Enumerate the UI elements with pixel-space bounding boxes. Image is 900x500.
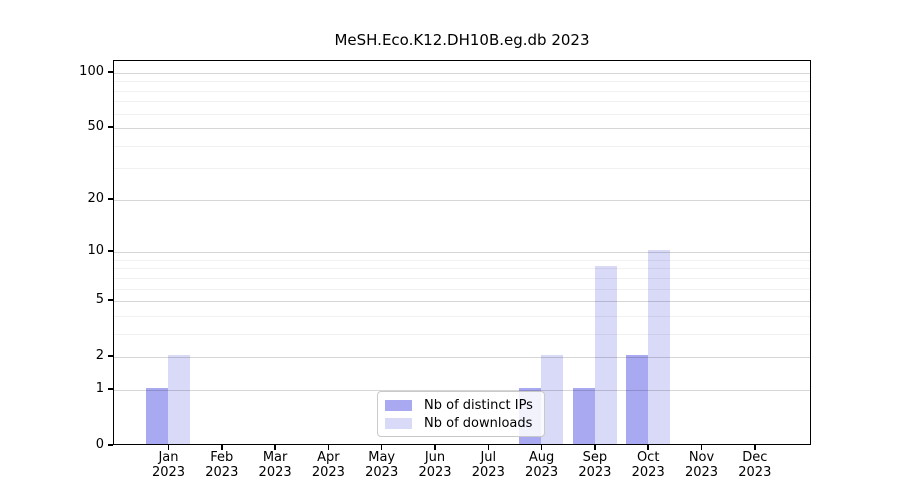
gridline-y-40 <box>114 145 810 147</box>
y-tick-label-100: 100 <box>79 63 104 79</box>
legend-label-downloads: Nb of downloads <box>424 415 533 431</box>
x-tick-mark-feb <box>221 445 223 450</box>
x-tick-year: 2023 <box>258 464 292 480</box>
x-tick-label-may: May 2023 <box>350 450 414 480</box>
x-tick-mark-mar <box>274 445 276 450</box>
y-tick-mark-10 <box>108 250 113 252</box>
gridline-y-90 <box>114 81 810 83</box>
x-tick-year: 2023 <box>311 464 345 480</box>
x-tick-year: 2023 <box>365 464 399 480</box>
legend-item-downloads: Nb of downloads <box>385 416 544 431</box>
x-tick-mark-nov <box>700 445 703 450</box>
x-tick-label-nov: Nov 2023 <box>670 450 734 480</box>
x-tick-label-apr: Apr 2023 <box>296 450 360 480</box>
gridline-y-50 <box>114 128 810 130</box>
y-tick-mark-20 <box>108 198 113 200</box>
y-tick-mark-5 <box>108 299 113 301</box>
x-tick-label-jun: Jun 2023 <box>403 450 467 480</box>
x-tick-mark-jan <box>167 445 170 450</box>
x-tick-label-jul: Jul 2023 <box>456 450 520 480</box>
gridline-y-3 <box>114 333 810 335</box>
bar-downloads-aug <box>541 355 564 444</box>
gridline-y-10 <box>114 252 810 254</box>
x-tick-year: 2023 <box>151 464 186 480</box>
x-tick-month: Jul <box>480 450 497 465</box>
chart-title: MeSH.Eco.K12.DH10B.eg.db 2023 <box>334 31 590 49</box>
bar-distinct-ips-sep <box>572 387 595 444</box>
bar-downloads-oct <box>647 250 670 444</box>
x-tick-month: Apr <box>317 450 340 465</box>
y-tick-mark-1 <box>108 388 113 390</box>
x-tick-year: 2023 <box>578 464 612 480</box>
x-tick-mark-may <box>380 445 383 450</box>
gridline-y-30 <box>114 168 810 170</box>
x-tick-label-mar: Mar 2023 <box>243 450 307 480</box>
x-tick-label-oct: Oct 2023 <box>616 450 680 480</box>
x-tick-year: 2023 <box>684 464 719 480</box>
legend-label-distinct-ips: Nb of distinct IPs <box>424 397 533 413</box>
x-tick-month: Jun <box>424 450 446 465</box>
gridline-y-80 <box>114 90 810 92</box>
gridline-y-2 <box>114 357 810 359</box>
x-tick-month: Jan <box>158 450 179 465</box>
x-tick-mark-jul <box>487 445 490 450</box>
bar-distinct-ips-oct <box>625 355 648 444</box>
gridline-y-5 <box>114 301 810 303</box>
gridline-y-70 <box>114 101 810 103</box>
y-tick-label-50: 50 <box>87 119 104 135</box>
x-tick-label-sep: Sep 2023 <box>563 450 627 480</box>
gridline-y-8 <box>114 268 810 270</box>
x-tick-month: Feb <box>210 450 234 465</box>
x-tick-year: 2023 <box>525 464 559 480</box>
legend: Nb of distinct IPs Nb of downloads <box>377 391 545 437</box>
y-tick-label-20: 20 <box>87 190 104 206</box>
x-tick-year: 2023 <box>418 464 452 480</box>
gridline-y-100 <box>114 72 810 74</box>
x-tick-month: Dec <box>742 450 768 465</box>
y-tick-mark-0 <box>108 444 113 446</box>
y-tick-mark-50 <box>108 126 113 128</box>
x-tick-month: Nov <box>688 450 715 465</box>
x-tick-month: Sep <box>582 450 608 465</box>
y-tick-mark-100 <box>108 71 113 73</box>
gridline-y-20 <box>114 199 810 201</box>
y-tick-label-5: 5 <box>95 292 104 308</box>
gridline-y-6 <box>114 288 810 290</box>
x-tick-mark-apr <box>327 445 330 450</box>
gridline-y-9 <box>114 259 810 261</box>
gridline-y-60 <box>114 113 810 115</box>
x-tick-month: Aug <box>528 450 555 465</box>
y-tick-label-1: 1 <box>95 380 104 396</box>
legend-swatch-distinct-ips <box>385 399 412 411</box>
x-tick-mark-sep <box>594 445 596 450</box>
y-tick-label-0: 0 <box>95 437 104 452</box>
y-tick-label-2: 2 <box>95 348 104 364</box>
x-tick-mark-aug <box>540 445 543 450</box>
x-tick-mark-oct <box>647 445 649 450</box>
x-tick-year: 2023 <box>738 464 772 480</box>
gridline-y-4 <box>114 315 810 317</box>
x-tick-month: May <box>368 450 396 465</box>
x-tick-month: Mar <box>262 450 288 465</box>
bar-distinct-ips-jan <box>146 387 169 444</box>
x-tick-label-jan: Jan 2023 <box>137 450 201 480</box>
x-tick-month: Oct <box>636 450 660 465</box>
x-tick-mark-dec <box>754 445 756 450</box>
bar-downloads-sep <box>594 266 617 444</box>
legend-swatch-downloads <box>385 417 412 429</box>
bar-downloads-jan <box>168 355 191 444</box>
x-tick-label-aug: Aug 2023 <box>510 450 574 480</box>
x-tick-label-dec: Dec 2023 <box>723 450 787 480</box>
legend-item-distinct-ips: Nb of distinct IPs <box>385 398 544 413</box>
plot-area <box>113 60 811 445</box>
x-tick-year: 2023 <box>631 464 665 480</box>
x-tick-year: 2023 <box>471 464 505 480</box>
gridline-y-7 <box>114 277 810 279</box>
x-tick-year: 2023 <box>205 464 239 480</box>
x-tick-label-feb: Feb 2023 <box>190 450 254 480</box>
x-tick-mark-jun <box>434 445 436 450</box>
y-tick-label-10: 10 <box>87 243 104 259</box>
y-tick-mark-2 <box>108 355 113 357</box>
